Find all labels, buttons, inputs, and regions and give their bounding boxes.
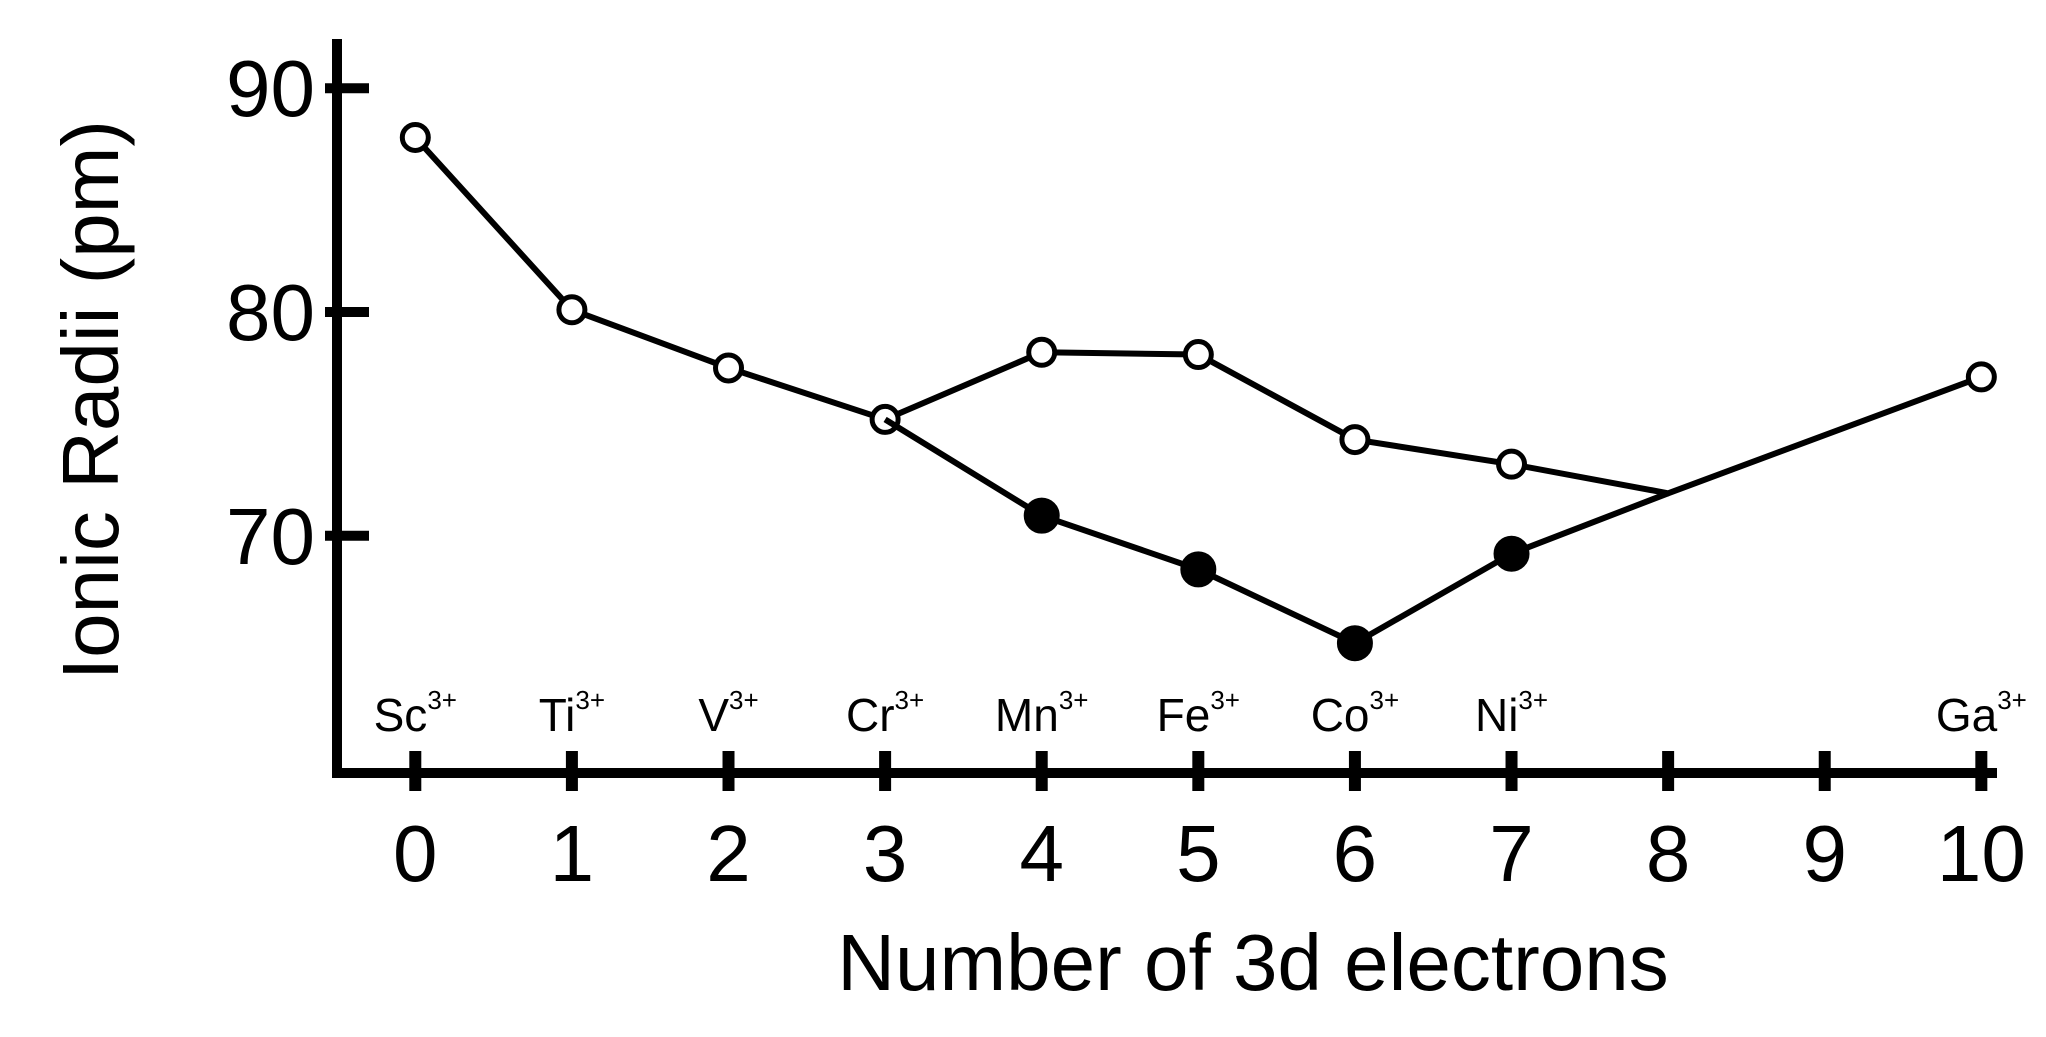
ion-label: Ga3+ xyxy=(1936,685,2027,741)
data-point xyxy=(1339,424,1371,456)
data-point xyxy=(1182,339,1214,371)
data-point xyxy=(1496,448,1528,480)
ion-charge: 3+ xyxy=(1210,685,1240,715)
ion-symbol: Fe xyxy=(1157,689,1211,741)
ion-label: Ni3+ xyxy=(1475,685,1548,741)
ion-label: V3+ xyxy=(698,685,758,741)
ion-charge: 3+ xyxy=(1370,685,1400,715)
data-point xyxy=(713,352,745,384)
x-tick-label: 4 xyxy=(1019,809,1064,898)
data-point xyxy=(1180,551,1217,588)
ion-label: Ti3+ xyxy=(539,685,605,741)
y-axis-title: Ionic Radii (pm) xyxy=(46,120,135,680)
ion-label: Fe3+ xyxy=(1157,685,1240,741)
ion-symbol: Co xyxy=(1311,689,1370,741)
ion-label: Co3+ xyxy=(1311,685,1399,741)
ion-label: Sc3+ xyxy=(374,685,457,741)
ion-charge: 3+ xyxy=(729,685,759,715)
ion-charge: 3+ xyxy=(427,685,457,715)
x-tick-label: 10 xyxy=(1937,809,2026,898)
ion-label: Mn3+ xyxy=(995,685,1089,741)
y-tick-label: 70 xyxy=(226,492,315,581)
data-point xyxy=(1965,361,1997,393)
data-point xyxy=(399,121,431,153)
x-tick-label: 9 xyxy=(1802,809,1847,898)
y-tick-label: 90 xyxy=(226,44,315,133)
series-line xyxy=(883,416,1670,647)
ion-symbol: Ni xyxy=(1475,689,1518,741)
x-tick-label: 8 xyxy=(1646,809,1691,898)
y-tick-label: 80 xyxy=(226,268,315,357)
x-tick-label: 2 xyxy=(706,809,751,898)
ion-charge: 3+ xyxy=(1997,685,2027,715)
data-point xyxy=(556,294,588,326)
series-line xyxy=(413,135,1983,497)
ion-symbol: V xyxy=(698,689,729,741)
ion-symbol: Ga xyxy=(1936,689,1998,741)
ion-charge: 3+ xyxy=(1059,685,1089,715)
data-point xyxy=(1023,497,1060,534)
ion-symbol: Cr xyxy=(846,689,895,741)
x-tick-label: 0 xyxy=(393,809,438,898)
x-tick-label: 7 xyxy=(1489,809,1534,898)
x-axis-title: Number of 3d electrons xyxy=(837,918,1669,1007)
ion-charge: 3+ xyxy=(575,685,605,715)
data-point xyxy=(1493,535,1530,572)
x-tick-label: 1 xyxy=(550,809,595,898)
x-tick-label: 5 xyxy=(1176,809,1221,898)
ion-charge: 3+ xyxy=(1518,685,1548,715)
ion-symbol: Ti xyxy=(539,689,576,741)
x-tick-label: 3 xyxy=(863,809,908,898)
ion-label: Cr3+ xyxy=(846,685,924,741)
ion-symbol: Sc xyxy=(374,689,428,741)
data-point xyxy=(1026,336,1058,368)
x-tick-label: 6 xyxy=(1333,809,1378,898)
ion-symbol: Mn xyxy=(995,689,1059,741)
ion-charge: 3+ xyxy=(895,685,925,715)
data-point xyxy=(1336,625,1373,662)
